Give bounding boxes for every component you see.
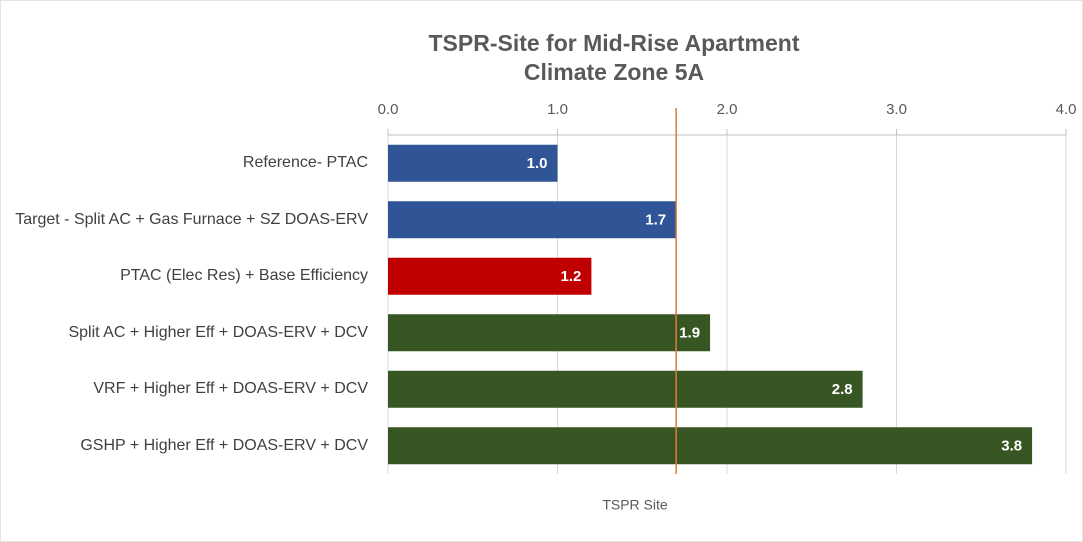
x-tick-label: 3.0: [886, 101, 907, 118]
bar: [388, 370, 863, 408]
chart-title: Climate Zone 5A: [524, 59, 704, 85]
chart-title: TSPR-Site for Mid-Rise Apartment: [428, 30, 799, 56]
category-label: Reference- PTAC: [242, 154, 368, 172]
bar: [388, 201, 677, 239]
x-tick-label: 0.0: [378, 101, 399, 118]
data-label: 2.8: [832, 381, 853, 398]
category-label: VRF + Higher Eff + DOAS-ERV + DCV: [93, 380, 368, 398]
x-tick-label: 4.0: [1056, 101, 1077, 118]
data-label: 3.8: [1001, 438, 1022, 455]
x-axis-label: TSPR Site: [602, 497, 668, 513]
category-label: PTAC (Elec Res) + Base Efficiency: [120, 267, 368, 285]
data-label: 1.7: [645, 212, 666, 229]
data-label: 1.9: [679, 325, 700, 342]
data-label: 1.0: [527, 155, 548, 172]
x-tick-label: 1.0: [547, 101, 568, 118]
category-label: Target - Split AC + Gas Furnace + SZ DOA…: [15, 210, 368, 228]
bar: [388, 257, 592, 295]
category-label: GSHP + Higher Eff + DOAS-ERV + DCV: [80, 436, 368, 454]
bar: [388, 427, 1033, 465]
category-label: Split AC + Higher Eff + DOAS-ERV + DCV: [68, 323, 368, 341]
x-tick-label: 2.0: [717, 101, 738, 118]
data-label: 1.2: [561, 268, 582, 285]
bar: [388, 314, 711, 352]
bar: [388, 144, 558, 182]
